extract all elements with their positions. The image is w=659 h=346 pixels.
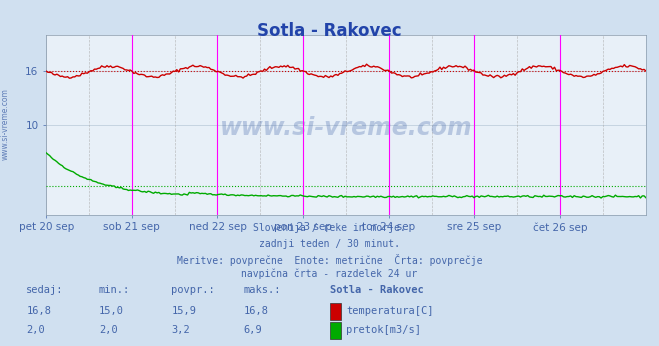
Text: 15,9: 15,9: [171, 306, 196, 316]
Text: 2,0: 2,0: [99, 325, 117, 335]
Text: pretok[m3/s]: pretok[m3/s]: [346, 325, 421, 335]
Text: sedaj:: sedaj:: [26, 285, 64, 295]
Text: Sotla - Rakovec: Sotla - Rakovec: [257, 22, 402, 40]
Text: Meritve: povprečne  Enote: metrične  Črta: povprečje: Meritve: povprečne Enote: metrične Črta:…: [177, 254, 482, 266]
Text: www.si-vreme.com: www.si-vreme.com: [1, 89, 10, 161]
Text: navpična črta - razdelek 24 ur: navpična črta - razdelek 24 ur: [241, 268, 418, 279]
Text: 2,0: 2,0: [26, 325, 45, 335]
Text: povpr.:: povpr.:: [171, 285, 215, 295]
Text: 3,2: 3,2: [171, 325, 190, 335]
Text: 6,9: 6,9: [244, 325, 262, 335]
Text: temperatura[C]: temperatura[C]: [346, 306, 434, 316]
Text: Sotla - Rakovec: Sotla - Rakovec: [330, 285, 423, 295]
Text: Slovenija / reke in morje.: Slovenija / reke in morje.: [253, 223, 406, 233]
Text: www.si-vreme.com: www.si-vreme.com: [219, 116, 473, 140]
Text: 16,8: 16,8: [26, 306, 51, 316]
Text: maks.:: maks.:: [244, 285, 281, 295]
Text: min.:: min.:: [99, 285, 130, 295]
Text: 15,0: 15,0: [99, 306, 124, 316]
Text: zadnji teden / 30 minut.: zadnji teden / 30 minut.: [259, 239, 400, 249]
Text: 16,8: 16,8: [244, 306, 269, 316]
